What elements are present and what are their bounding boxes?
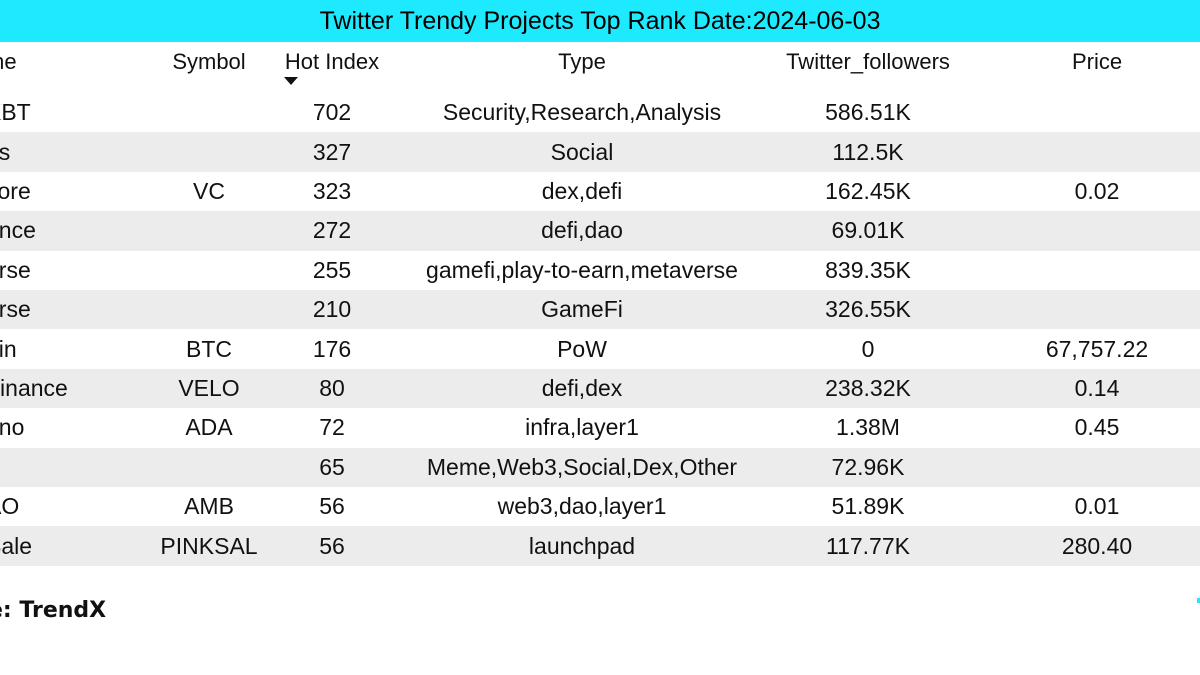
- header-type[interactable]: Type: [558, 49, 606, 74]
- table-row: [0, 408, 1200, 448]
- cell-symbol: [129, 290, 289, 329]
- cell-hot-index: 80: [319, 374, 345, 401]
- cell-twitter-followers: 326.55K: [825, 296, 911, 323]
- cell-twitter-followers: 69.01K: [831, 217, 905, 244]
- cell-name: XBT: [0, 99, 31, 126]
- cell-name: AO: [0, 493, 20, 520]
- cell-twitter-followers: 0: [861, 335, 875, 362]
- cell-type: infra,layer1: [525, 414, 639, 441]
- cell-price: [977, 290, 1200, 329]
- chart-title: Twitter Trendy Projects Top Rank Date:20…: [0, 0, 1200, 42]
- cell-symbol: [129, 132, 289, 171]
- cell-price: 0.02: [1074, 177, 1120, 204]
- cell-symbol: ADA: [185, 414, 233, 441]
- cell-hot-index: 176: [312, 335, 352, 362]
- table-row: [0, 487, 1200, 527]
- table-row: [0, 250, 1200, 290]
- cell-symbol: [129, 93, 289, 132]
- header-name[interactable]: me: [0, 49, 17, 74]
- cell-name: gs: [0, 138, 11, 165]
- cell-twitter-followers: 72.96K: [831, 453, 905, 480]
- cell-name: Sale: [0, 532, 33, 559]
- table-row: [0, 447, 1200, 487]
- cell-type: web3,dao,layer1: [497, 493, 667, 520]
- cell-name: ano: [0, 414, 25, 441]
- cell-price: [977, 93, 1200, 132]
- cell-symbol: BTC: [186, 335, 232, 362]
- cell-hot-index: 255: [312, 256, 352, 283]
- table-row: [0, 290, 1200, 330]
- cell-hot-index: 210: [312, 296, 352, 323]
- table-row: [0, 211, 1200, 251]
- cell-twitter-followers: 162.45K: [825, 177, 911, 204]
- cell-type: PoW: [557, 335, 607, 362]
- cell-name: erse: [0, 256, 31, 283]
- cell-type: defi,dao: [541, 217, 623, 244]
- cell-twitter-followers: 586.51K: [825, 99, 911, 126]
- cell-type: dex,defi: [541, 177, 623, 204]
- cell-twitter-followers: 117.77K: [826, 532, 910, 559]
- cell-hot-index: 65: [319, 453, 345, 480]
- cell-type: Meme,Web3,Social,Dex,Other: [426, 453, 738, 480]
- cell-twitter-followers: 112.5K: [832, 138, 904, 165]
- cell-type: GameFi: [541, 296, 623, 323]
- cell-price: [977, 251, 1200, 290]
- cell-hot-index: 272: [312, 217, 352, 244]
- source-label: e: TrendX: [0, 598, 107, 623]
- cell-symbol: VC: [193, 177, 225, 204]
- header-twitter-followers[interactable]: Twitter_followers: [786, 49, 950, 74]
- cell-symbol: VELO: [178, 374, 240, 401]
- edge-mark: [1197, 598, 1200, 603]
- table-row: [0, 526, 1200, 566]
- cell-price: 0.01: [1074, 493, 1120, 520]
- cell-hot-index: 323: [312, 177, 352, 204]
- cell-price: [977, 448, 1200, 487]
- cell-name: Finance: [0, 374, 68, 401]
- header-hot-index[interactable]: Hot Index: [284, 49, 380, 74]
- cell-price: 67,757.22: [1045, 335, 1149, 362]
- table-row: [0, 132, 1200, 172]
- cell-hot-index: 56: [319, 493, 345, 520]
- table-row: [0, 329, 1200, 369]
- cell-hot-index: 72: [319, 414, 345, 441]
- cell-type: Social: [550, 138, 614, 165]
- cell-type: defi,dex: [541, 374, 623, 401]
- sort-down-icon[interactable]: [284, 77, 298, 85]
- cell-hot-index: 56: [319, 532, 345, 559]
- cell-twitter-followers: 1.38M: [836, 414, 900, 441]
- cell-twitter-followers: 238.32K: [825, 374, 911, 401]
- cell-type: Security,Research,Analysis: [442, 99, 722, 126]
- cell-name: ance: [0, 217, 36, 244]
- table-row: [0, 171, 1200, 212]
- cell-twitter-followers: 51.89K: [831, 493, 905, 520]
- header-price[interactable]: Price: [1071, 49, 1123, 74]
- cell-hot-index: 702: [312, 99, 352, 126]
- cell-price: 280.40: [1061, 532, 1133, 559]
- table-row: [0, 368, 1200, 409]
- header-symbol[interactable]: Symbol: [172, 49, 246, 74]
- cell-price: [977, 211, 1200, 250]
- cell-price: 0.45: [1074, 414, 1120, 441]
- cell-name: oin: [0, 335, 17, 362]
- cell-name: core: [0, 177, 31, 204]
- cell-symbol: [129, 251, 289, 290]
- table-row: [0, 93, 1200, 133]
- cell-symbol: [129, 448, 289, 487]
- cell-hot-index: 327: [312, 138, 352, 165]
- cell-symbol: AMB: [184, 493, 234, 520]
- cell-type: gamefi,play-to-earn,metaverse: [426, 256, 738, 283]
- cell-symbol: PINKSAL: [160, 532, 258, 559]
- cell-symbol: [129, 211, 289, 250]
- cell-type: launchpad: [528, 532, 636, 559]
- cell-price: [977, 132, 1200, 171]
- cell-price: 0.14: [1074, 374, 1120, 401]
- cell-name: erse: [0, 296, 31, 323]
- cell-twitter-followers: 839.35K: [825, 256, 911, 283]
